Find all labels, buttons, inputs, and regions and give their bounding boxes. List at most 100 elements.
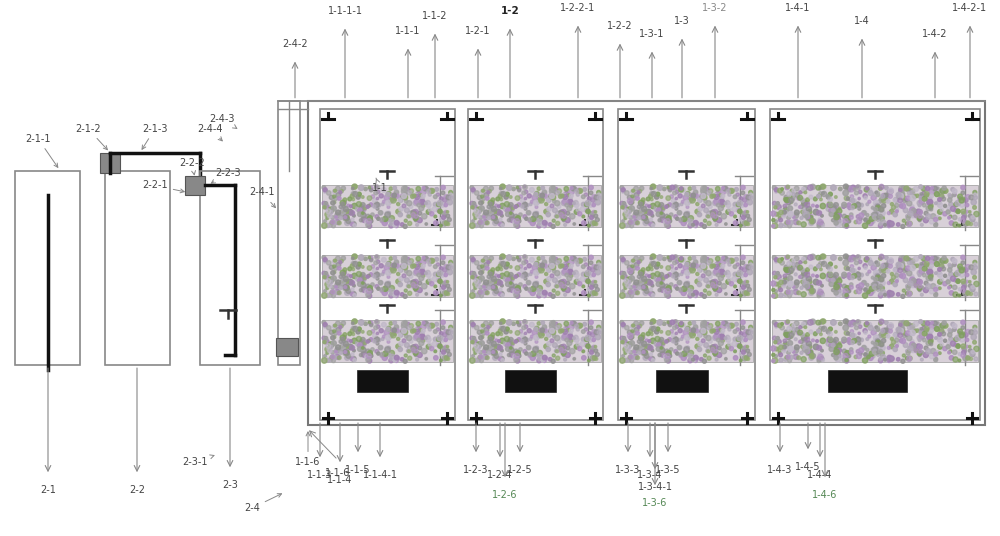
- Circle shape: [802, 203, 806, 206]
- Circle shape: [550, 339, 554, 343]
- Circle shape: [845, 215, 850, 220]
- Circle shape: [560, 349, 563, 353]
- Circle shape: [522, 339, 526, 343]
- Circle shape: [796, 292, 799, 294]
- Circle shape: [714, 215, 717, 218]
- Circle shape: [637, 340, 641, 344]
- Circle shape: [493, 349, 497, 353]
- Circle shape: [683, 330, 688, 335]
- Circle shape: [394, 260, 399, 264]
- Circle shape: [794, 338, 797, 341]
- Circle shape: [567, 340, 572, 346]
- Circle shape: [412, 214, 415, 218]
- Circle shape: [716, 273, 720, 277]
- Circle shape: [837, 209, 842, 213]
- Circle shape: [376, 332, 379, 334]
- Circle shape: [784, 267, 789, 272]
- Circle shape: [794, 273, 797, 276]
- Circle shape: [677, 280, 682, 285]
- Circle shape: [845, 321, 848, 324]
- Circle shape: [419, 340, 424, 346]
- Circle shape: [441, 185, 445, 190]
- Circle shape: [438, 209, 441, 212]
- Circle shape: [847, 338, 850, 341]
- Circle shape: [392, 263, 396, 267]
- Circle shape: [399, 333, 403, 337]
- Circle shape: [923, 268, 925, 271]
- Circle shape: [415, 216, 419, 219]
- Circle shape: [690, 198, 695, 203]
- Circle shape: [537, 224, 541, 228]
- Circle shape: [559, 210, 564, 215]
- Circle shape: [817, 329, 820, 333]
- Bar: [656, 370, 708, 392]
- Circle shape: [804, 346, 809, 352]
- Circle shape: [539, 329, 543, 333]
- Circle shape: [774, 323, 778, 326]
- Text: 2-4-1: 2-4-1: [249, 188, 275, 207]
- Circle shape: [539, 267, 544, 273]
- Circle shape: [441, 320, 445, 324]
- Circle shape: [340, 210, 343, 213]
- Circle shape: [910, 189, 915, 193]
- Circle shape: [624, 224, 628, 228]
- Circle shape: [899, 189, 902, 192]
- Circle shape: [780, 260, 784, 265]
- Circle shape: [335, 354, 340, 359]
- Circle shape: [792, 192, 795, 196]
- Circle shape: [919, 185, 923, 189]
- Circle shape: [545, 337, 548, 340]
- Circle shape: [415, 329, 420, 334]
- Circle shape: [400, 293, 404, 296]
- Circle shape: [711, 212, 715, 217]
- Circle shape: [542, 355, 547, 360]
- Circle shape: [364, 323, 367, 325]
- Circle shape: [651, 359, 655, 362]
- Circle shape: [417, 338, 420, 342]
- Circle shape: [348, 267, 352, 271]
- Circle shape: [548, 264, 554, 269]
- Circle shape: [519, 348, 522, 351]
- Circle shape: [804, 191, 807, 193]
- Circle shape: [941, 188, 946, 193]
- Circle shape: [590, 212, 593, 215]
- Circle shape: [594, 345, 597, 348]
- Circle shape: [803, 348, 808, 353]
- Circle shape: [938, 267, 941, 271]
- Circle shape: [538, 267, 542, 271]
- Circle shape: [818, 288, 821, 291]
- Circle shape: [350, 264, 354, 268]
- Text: 1-4-3: 1-4-3: [767, 465, 793, 475]
- Circle shape: [329, 348, 331, 351]
- Bar: [15, 170, 80, 365]
- Circle shape: [910, 191, 914, 195]
- Circle shape: [728, 258, 733, 263]
- Circle shape: [716, 262, 720, 266]
- Circle shape: [391, 198, 396, 203]
- Circle shape: [698, 341, 702, 346]
- Circle shape: [906, 196, 910, 200]
- Circle shape: [627, 277, 632, 282]
- Circle shape: [510, 282, 512, 284]
- Circle shape: [858, 207, 861, 210]
- Circle shape: [841, 219, 846, 225]
- Circle shape: [620, 358, 625, 363]
- Circle shape: [896, 223, 900, 226]
- Circle shape: [882, 193, 885, 197]
- Circle shape: [964, 215, 967, 217]
- Circle shape: [874, 217, 877, 220]
- Circle shape: [576, 324, 580, 327]
- Circle shape: [726, 189, 730, 193]
- Circle shape: [889, 356, 894, 361]
- Circle shape: [714, 263, 718, 267]
- Circle shape: [529, 273, 532, 276]
- Circle shape: [344, 286, 347, 288]
- Circle shape: [853, 323, 856, 325]
- Circle shape: [689, 267, 693, 271]
- Circle shape: [655, 202, 660, 207]
- Circle shape: [887, 190, 891, 195]
- Circle shape: [435, 257, 439, 261]
- Circle shape: [415, 263, 419, 267]
- Circle shape: [437, 209, 440, 212]
- Circle shape: [871, 330, 876, 335]
